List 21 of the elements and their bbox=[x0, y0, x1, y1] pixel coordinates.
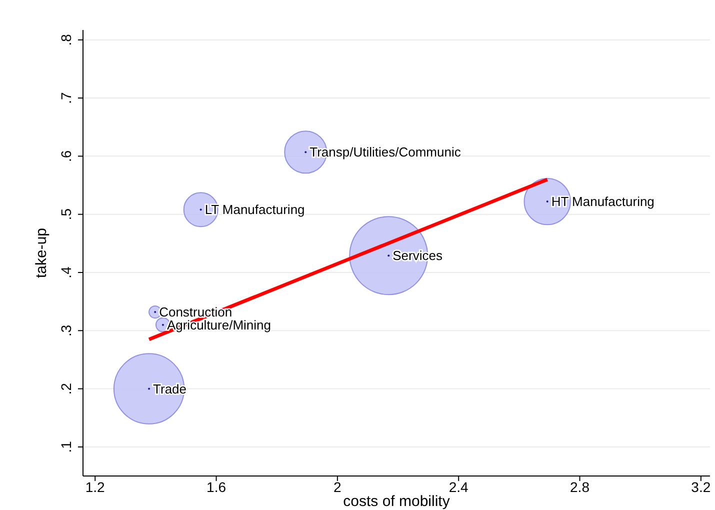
y-tick-label: .1 bbox=[58, 440, 74, 453]
annotation: LT Manufacturing bbox=[204, 202, 305, 218]
x-tick-label: 2.4 bbox=[448, 479, 469, 495]
y-axis-title: take-up bbox=[33, 228, 50, 278]
annotation: Transp/Utilities/Communic bbox=[310, 144, 462, 160]
y-tick-label: .4 bbox=[58, 266, 74, 278]
y-tick-label: .8 bbox=[58, 34, 74, 46]
y-tick-label: .2 bbox=[58, 382, 74, 395]
x-tick-label: 1.6 bbox=[206, 479, 226, 495]
x-axis-title: costs of mobility bbox=[343, 493, 450, 510]
x-tick-label: 1.2 bbox=[85, 479, 106, 495]
y-tick-label: .6 bbox=[58, 150, 74, 162]
y-tick-label: .7 bbox=[58, 92, 74, 104]
x-tick-label: 2.8 bbox=[570, 479, 590, 495]
y-tick-label: .5 bbox=[58, 208, 74, 220]
annotation: Services bbox=[392, 248, 443, 264]
annotation: HT Manufacturing bbox=[551, 194, 654, 210]
y-tick-label: .3 bbox=[58, 324, 74, 336]
annotation: Trade bbox=[153, 381, 187, 396]
x-tick-label: 2 bbox=[334, 479, 342, 495]
x-tick-label: 3.2 bbox=[691, 479, 711, 495]
